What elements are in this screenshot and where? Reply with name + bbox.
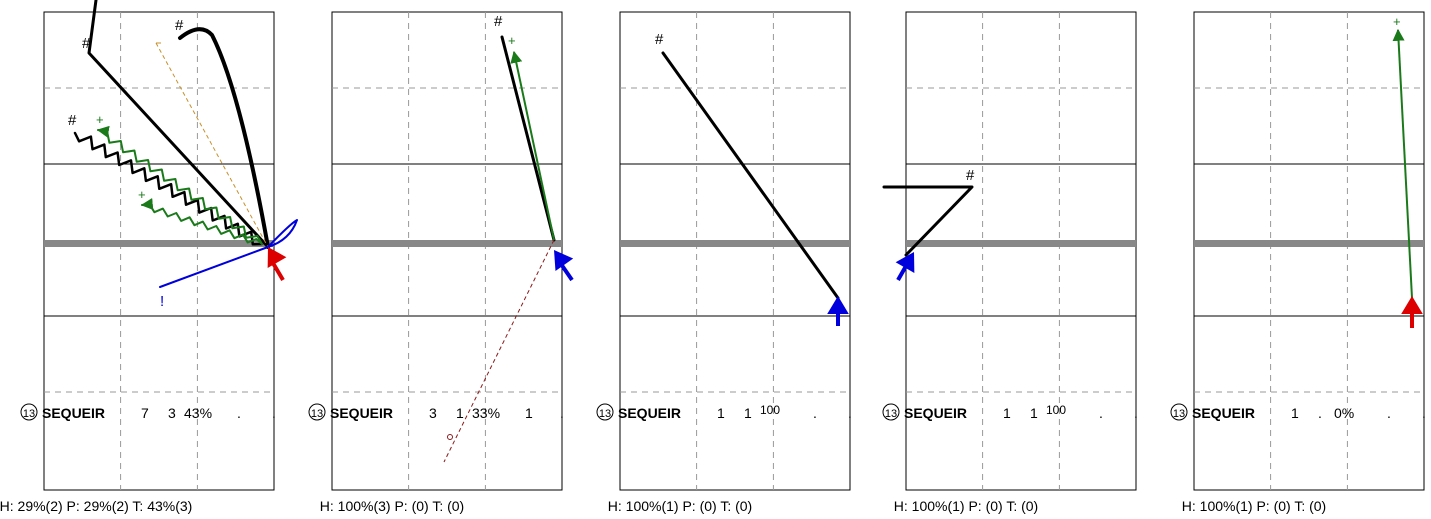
stat-c1: 3 <box>429 405 437 421</box>
stat-c1: 7 <box>141 405 149 421</box>
route-line <box>155 42 269 248</box>
start-marker: # <box>82 35 91 52</box>
stat-d1: . <box>813 405 817 421</box>
stat-pct: 0% <box>1334 405 1354 421</box>
scramble-arrow <box>554 250 574 271</box>
start-marker: # <box>175 17 184 34</box>
chart-panel: 13 SEQUEIR 1 1 100. . H: 100%(1) P: (0) T: (0) <box>596 11 852 514</box>
player-name: SEQUEIR <box>330 405 393 421</box>
stat-c2: 3 <box>168 405 176 421</box>
stat-c2: 1 <box>456 405 464 421</box>
routes-panel-2: #+ <box>443 13 574 463</box>
player-number: 13 <box>885 408 897 420</box>
stat-pct: 43% <box>184 405 212 421</box>
panel-frame <box>1193 11 1425 491</box>
player-number: 13 <box>1173 408 1185 420</box>
scramble-arrow <box>827 296 849 314</box>
stat-d1: 1 <box>525 405 533 421</box>
scramble-line <box>896 265 908 281</box>
pass-line <box>140 198 263 245</box>
scramble-line <box>159 219 298 288</box>
target-marker: + <box>508 33 516 48</box>
run-arrow <box>1401 296 1423 314</box>
target-marker: + <box>1393 14 1401 29</box>
routes-panel-3: # <box>655 31 849 326</box>
panel-frame <box>331 11 563 491</box>
scrimmage-line <box>906 240 1136 247</box>
chart-panel: 13 SEQUEIR 1 1 100. . H: 100%(1) P: (0) T: (0) <box>882 11 1138 514</box>
routes-panel-1: # # # + +! <box>68 0 298 310</box>
panel-footer: H: 100%(3) P: (0) T: (0) <box>320 498 464 514</box>
alert-marker: ! <box>160 293 164 310</box>
scrimmage-line <box>620 240 850 247</box>
number-badge <box>596 403 614 421</box>
panel-footer: H: 100%(1) P: (0) T: (0) <box>608 498 752 514</box>
start-marker: # <box>655 31 664 48</box>
number-badge <box>882 403 900 421</box>
panel-footer: H: 29%(2) P: 29%(2) T: 43%(3) <box>0 498 192 514</box>
panel-frame <box>619 11 851 491</box>
stat-d1: . <box>237 405 241 421</box>
route-line <box>73 131 264 246</box>
chart-panel: 13 SEQUEIR 1. 0%. . H: 100%(1) P: (0) T: (0) <box>1170 11 1426 514</box>
routes-panel-4: # <box>882 167 975 281</box>
stat-d1: . <box>1099 405 1103 421</box>
pass-line <box>1392 28 1413 299</box>
pass-line <box>96 125 263 245</box>
route-line <box>661 51 840 300</box>
scrimmage-line <box>1194 240 1424 247</box>
player-number: 13 <box>311 408 323 420</box>
stat-d2: . <box>1422 405 1426 421</box>
panel-frame <box>905 11 1137 491</box>
stat-pct: 100 <box>760 403 780 417</box>
player-name: SEQUEIR <box>618 405 681 421</box>
stat-c1: 1 <box>717 405 725 421</box>
player-name: SEQUEIR <box>1192 405 1255 421</box>
target-marker: + <box>138 187 146 202</box>
stat-d1: . <box>1387 405 1391 421</box>
number-badge <box>308 403 326 421</box>
route-line <box>500 35 556 242</box>
scrimmage-line <box>44 240 274 247</box>
scramble-arrow <box>895 252 915 273</box>
stat-c2: 1 <box>1030 405 1038 421</box>
stat-c2: 1 <box>744 405 752 421</box>
stat-d2: . <box>272 405 276 421</box>
stat-pct: 100 <box>1046 403 1066 417</box>
player-name: SEQUEIR <box>904 405 967 421</box>
stat-d2: . <box>848 405 852 421</box>
player-number: 13 <box>599 408 611 420</box>
target-marker: + <box>96 112 104 127</box>
route-point <box>447 434 453 440</box>
route-line <box>87 0 270 249</box>
chart-panel: 13 SEQUEIR 7 3 43%. . H: 29%(2) P: 29%(2) T: 4… <box>0 11 276 514</box>
start-marker: # <box>494 13 503 30</box>
stat-d2: . <box>560 405 564 421</box>
panel-footer: H: 100%(1) P: (0) T: (0) <box>894 498 1038 514</box>
scramble-line <box>559 262 574 282</box>
number-badge <box>20 403 38 421</box>
player-name: SEQUEIR <box>42 405 105 421</box>
route-line <box>443 239 555 463</box>
run-arrow <box>267 247 287 268</box>
stat-pct: 33% <box>472 405 500 421</box>
stat-c1: 1 <box>1291 405 1299 421</box>
route-line <box>882 185 974 257</box>
scrimmage-line <box>332 240 562 247</box>
routes-panel-5: + <box>1392 14 1423 328</box>
pass-line <box>510 50 555 241</box>
number-badge <box>1170 403 1188 421</box>
panel-footer: H: 100%(1) P: (0) T: (0) <box>1182 498 1326 514</box>
stat-c2: . <box>1318 405 1322 421</box>
start-marker: # <box>68 112 77 129</box>
stat-c1: 1 <box>1003 405 1011 421</box>
chart-panel: 13 SEQUEIR 3 1 33% 1 . H: 100%(3) P: (0) T: (0) <box>308 11 564 514</box>
player-number: 13 <box>23 408 35 420</box>
stat-d2: . <box>1134 405 1138 421</box>
route-line <box>178 27 270 249</box>
start-marker: # <box>966 167 975 184</box>
